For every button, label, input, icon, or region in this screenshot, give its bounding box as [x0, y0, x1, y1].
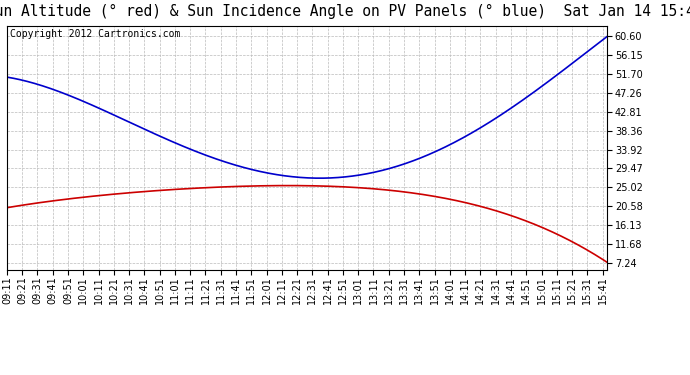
Text: Copyright 2012 Cartronics.com: Copyright 2012 Cartronics.com	[10, 29, 180, 39]
Text: Sun Altitude (° red) & Sun Incidence Angle on PV Panels (° blue)  Sat Jan 14 15:: Sun Altitude (° red) & Sun Incidence Ang…	[0, 4, 690, 19]
